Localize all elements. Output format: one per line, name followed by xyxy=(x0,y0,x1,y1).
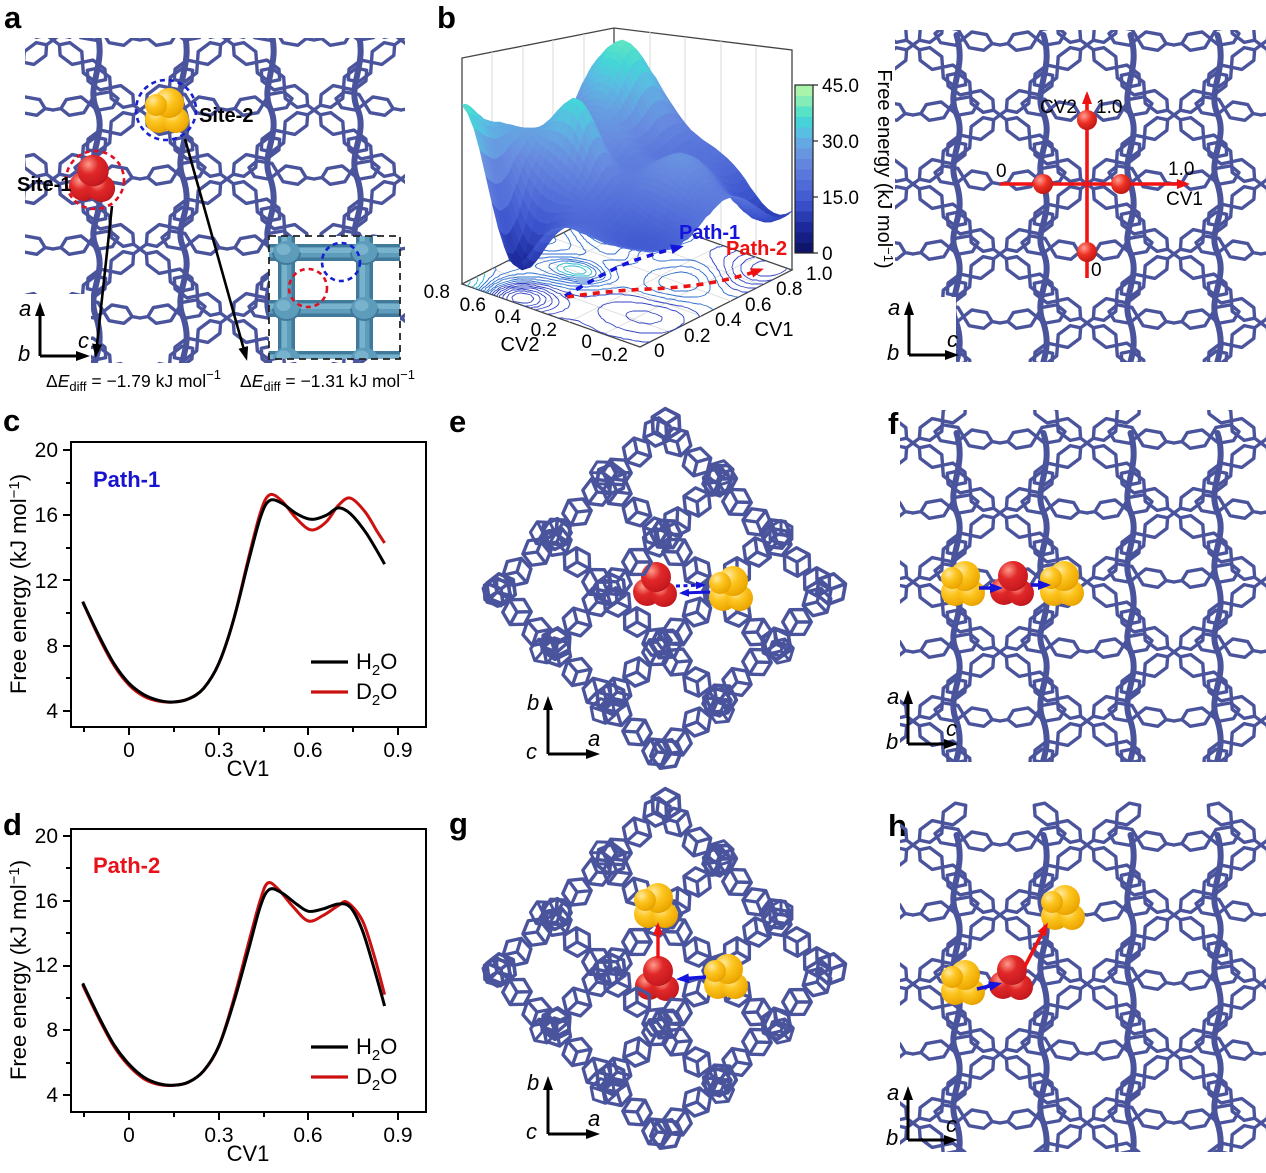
svg-text:16: 16 xyxy=(35,504,58,527)
svg-text:b: b xyxy=(527,1070,539,1095)
svg-text:b: b xyxy=(887,340,899,365)
svg-text:12: 12 xyxy=(35,954,58,977)
svg-text:12: 12 xyxy=(35,570,58,593)
svg-text:0.6: 0.6 xyxy=(293,1124,322,1147)
svg-text:a: a xyxy=(887,684,899,709)
svg-text:0: 0 xyxy=(1091,260,1102,281)
svg-text:c: c xyxy=(946,716,957,741)
svg-text:4: 4 xyxy=(46,700,58,723)
svg-text:c: c xyxy=(3,403,20,438)
svg-text:1.0: 1.0 xyxy=(1168,159,1194,180)
svg-text:CV1: CV1 xyxy=(755,319,794,341)
svg-text:a: a xyxy=(19,296,31,321)
svg-text:c: c xyxy=(526,1119,537,1144)
svg-text:1.0: 1.0 xyxy=(806,264,832,285)
svg-text:1.0: 1.0 xyxy=(1096,97,1122,118)
svg-text:CV2: CV2 xyxy=(1040,97,1077,118)
svg-text:Path-2: Path-2 xyxy=(726,238,787,260)
svg-text:16: 16 xyxy=(35,890,58,913)
svg-text:c: c xyxy=(947,327,958,352)
svg-text:H2O: H2O xyxy=(356,1034,397,1064)
svg-text:−0.2: −0.2 xyxy=(590,345,628,366)
svg-text:0.6: 0.6 xyxy=(293,739,322,762)
svg-text:0: 0 xyxy=(822,244,833,265)
svg-text:0: 0 xyxy=(654,341,665,362)
svg-text:c: c xyxy=(526,739,537,764)
svg-text:b: b xyxy=(527,690,539,715)
svg-text:8: 8 xyxy=(46,635,58,658)
svg-text:a: a xyxy=(588,1106,600,1131)
svg-text:0.8: 0.8 xyxy=(424,282,450,303)
svg-text:a: a xyxy=(888,295,900,320)
svg-text:8: 8 xyxy=(46,1019,58,1042)
svg-text:Site-1: Site-1 xyxy=(17,174,71,196)
svg-text:f: f xyxy=(888,406,899,441)
svg-text:H2O: H2O xyxy=(356,649,397,679)
svg-text:45.0: 45.0 xyxy=(822,76,859,97)
svg-text:ΔEdiff = −1.79 kJ mol−1: ΔEdiff = −1.79 kJ mol−1 xyxy=(46,367,221,394)
svg-text:D2O: D2O xyxy=(356,679,397,709)
svg-text:d: d xyxy=(3,807,22,842)
svg-text:Free energy (kJ mol−1): Free energy (kJ mol−1) xyxy=(873,69,896,268)
svg-text:b: b xyxy=(886,1125,898,1150)
svg-text:0.9: 0.9 xyxy=(383,739,412,762)
svg-text:b: b xyxy=(886,729,898,754)
svg-text:Path-1: Path-1 xyxy=(93,467,160,492)
svg-text:0: 0 xyxy=(996,161,1007,182)
svg-text:15.0: 15.0 xyxy=(822,188,859,209)
svg-text:D2O: D2O xyxy=(356,1064,397,1094)
svg-text:a: a xyxy=(4,0,22,35)
svg-text:b: b xyxy=(18,341,30,366)
svg-text:Path-1: Path-1 xyxy=(679,222,740,244)
svg-text:0.9: 0.9 xyxy=(383,1124,412,1147)
svg-text:Free energy (kJ mol−1): Free energy (kJ mol−1) xyxy=(6,474,31,694)
svg-text:e: e xyxy=(449,404,466,439)
svg-text:0: 0 xyxy=(123,1124,135,1147)
svg-text:0: 0 xyxy=(123,739,135,762)
svg-text:4: 4 xyxy=(46,1084,58,1107)
svg-text:c: c xyxy=(78,328,89,353)
svg-text:0.4: 0.4 xyxy=(715,310,742,331)
svg-text:a: a xyxy=(588,726,600,751)
svg-text:0.2: 0.2 xyxy=(684,326,710,347)
svg-text:0.3: 0.3 xyxy=(204,739,233,762)
svg-text:h: h xyxy=(888,808,907,843)
svg-text:Site-2: Site-2 xyxy=(199,105,253,127)
svg-text:0.6: 0.6 xyxy=(460,295,486,316)
svg-text:CV1: CV1 xyxy=(227,1141,270,1166)
svg-text:CV1: CV1 xyxy=(227,756,270,781)
svg-text:CV2: CV2 xyxy=(501,334,540,356)
svg-text:Free energy (kJ mol−1): Free energy (kJ mol−1) xyxy=(6,860,31,1080)
svg-text:g: g xyxy=(449,806,468,841)
svg-text:20: 20 xyxy=(35,825,58,848)
svg-text:0.6: 0.6 xyxy=(745,295,771,316)
svg-text:30.0: 30.0 xyxy=(822,132,859,153)
svg-text:b: b xyxy=(437,0,456,35)
svg-text:20: 20 xyxy=(35,439,58,462)
svg-text:ΔEdiff = −1.31 kJ mol−1: ΔEdiff = −1.31 kJ mol−1 xyxy=(240,367,415,394)
svg-text:CV1: CV1 xyxy=(1166,189,1203,210)
svg-text:0.2: 0.2 xyxy=(531,320,557,341)
svg-text:a: a xyxy=(887,1080,899,1105)
svg-text:0.4: 0.4 xyxy=(495,307,522,328)
svg-text:Path-2: Path-2 xyxy=(93,853,160,878)
svg-text:0.3: 0.3 xyxy=(204,1124,233,1147)
svg-text:c: c xyxy=(946,1112,957,1137)
svg-text:0: 0 xyxy=(581,332,592,353)
svg-text:0.8: 0.8 xyxy=(776,279,802,300)
